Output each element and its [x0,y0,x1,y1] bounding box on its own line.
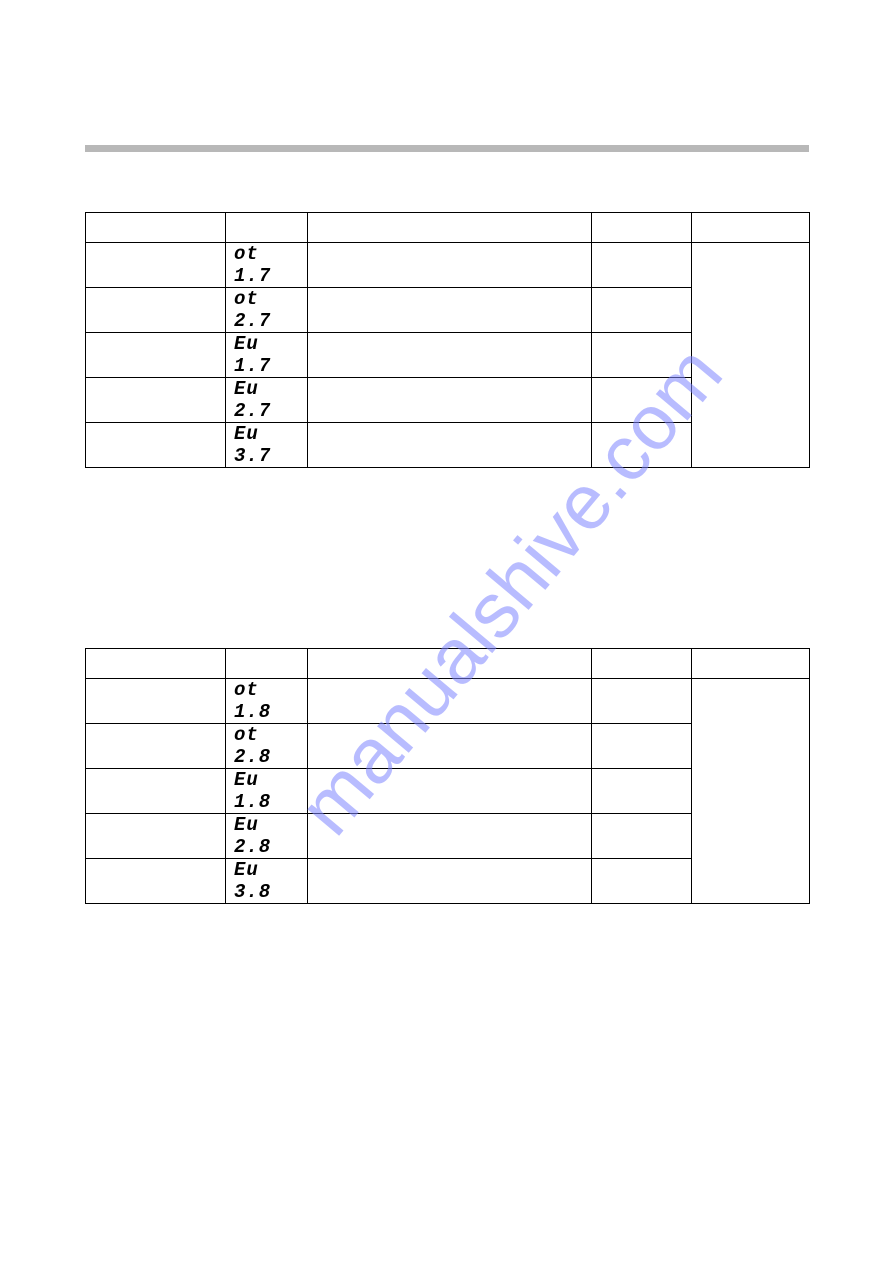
table-cell [86,769,226,814]
table-row: ot 1.7 [86,243,810,288]
table-header-cell [86,213,226,243]
table-cell [308,423,592,468]
table-row: Eu 2.8 [86,814,810,859]
table-cell [592,769,692,814]
table-header-row [86,213,810,243]
table-cell-code: Eu 1.8 [226,769,308,814]
table-cell [692,859,810,904]
seg-display: Eu 1.7 [232,333,303,377]
table-row: ot 2.8 [86,724,810,769]
table-cell [308,724,592,769]
table-cell [308,333,592,378]
table-cell [86,724,226,769]
table-cell [592,333,692,378]
seg-display: ot 1.7 [232,243,303,287]
table-cell [692,679,810,724]
table-cell [86,814,226,859]
table-header-cell [692,213,810,243]
table-cell [592,859,692,904]
table-row: Eu 1.7 [86,333,810,378]
table-cell [592,288,692,333]
table-cell [86,243,226,288]
table-cell-code: ot 1.7 [226,243,308,288]
table-cell-code: Eu 3.8 [226,859,308,904]
table-header-cell [308,213,592,243]
page: ot 1.7 ot 2.7 Eu 1.7 Eu 2. [0,0,893,1263]
table-cell [692,288,810,333]
table-cell-code: Eu 2.8 [226,814,308,859]
table-cell [308,769,592,814]
table-row: Eu 3.8 [86,859,810,904]
table-header-cell [592,649,692,679]
table-header-cell [86,649,226,679]
table-cell [692,423,810,468]
table-cell [692,724,810,769]
table-header-cell [692,649,810,679]
table-row: ot 2.7 [86,288,810,333]
table-row: Eu 3.7 [86,423,810,468]
table-cell [86,333,226,378]
table-cell [692,769,810,814]
table-header-row [86,649,810,679]
table-cell [692,378,810,423]
table-cell [308,378,592,423]
table-cell-code: ot 2.7 [226,288,308,333]
table-cell-code: Eu 3.7 [226,423,308,468]
header-rule [85,145,809,152]
table-header-cell [592,213,692,243]
table-cell [592,679,692,724]
table-cell [308,859,592,904]
table-cell [86,288,226,333]
table-cell [592,378,692,423]
table-cell [692,243,810,288]
table-top: ot 1.7 ot 2.7 Eu 1.7 Eu 2. [85,212,810,468]
table-bottom: ot 1.8 ot 2.8 Eu 1.8 Eu 2. [85,648,810,904]
table-cell [592,724,692,769]
table-cell [308,814,592,859]
table-row: Eu 2.7 [86,378,810,423]
table-cell-code: ot 2.8 [226,724,308,769]
seg-display: ot 2.7 [232,288,303,332]
table-cell-code: Eu 1.7 [226,333,308,378]
table-header-cell [226,649,308,679]
table-cell [592,243,692,288]
table-row: ot 1.8 [86,679,810,724]
table-cell [86,378,226,423]
table-row: Eu 1.8 [86,769,810,814]
seg-display: Eu 3.8 [232,859,303,903]
seg-display: ot 1.8 [232,679,303,723]
table-cell [692,333,810,378]
table-cell [308,679,592,724]
seg-display: Eu 3.7 [232,423,303,467]
table-cell [308,288,592,333]
table-cell [86,423,226,468]
seg-display: Eu 2.8 [232,814,303,858]
table-cell [308,243,592,288]
table-cell [86,859,226,904]
table-cell [86,679,226,724]
table-cell-code: ot 1.8 [226,679,308,724]
seg-display: Eu 2.7 [232,378,303,422]
table-cell [592,423,692,468]
table-header-cell [308,649,592,679]
table-cell [692,814,810,859]
seg-display: ot 2.8 [232,724,303,768]
table-cell-code: Eu 2.7 [226,378,308,423]
seg-display: Eu 1.8 [232,769,303,813]
table-cell [592,814,692,859]
table-header-cell [226,213,308,243]
